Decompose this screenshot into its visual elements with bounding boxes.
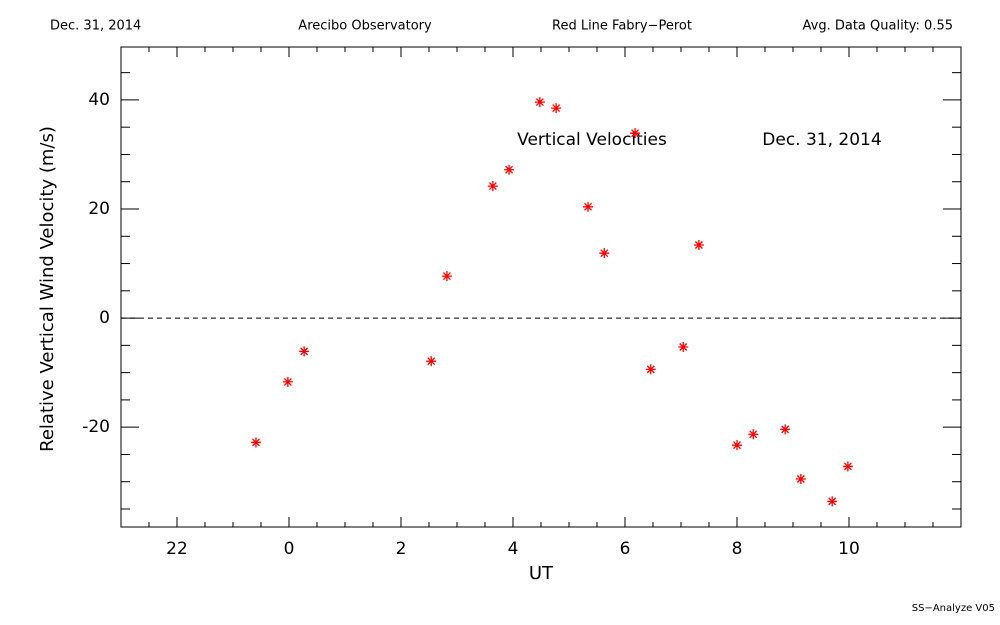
point bbox=[583, 201, 594, 212]
point bbox=[842, 461, 853, 472]
point bbox=[504, 164, 515, 175]
x-tick-label: 10 bbox=[838, 539, 860, 559]
x-tick-label: 22 bbox=[166, 539, 188, 559]
point bbox=[534, 97, 545, 108]
annotation: Dec. 31, 2014 bbox=[762, 130, 881, 150]
point bbox=[441, 271, 452, 282]
point bbox=[732, 440, 742, 451]
point bbox=[780, 424, 791, 435]
x-tick-label: 6 bbox=[620, 539, 631, 559]
point bbox=[551, 103, 562, 114]
point bbox=[250, 437, 261, 448]
y-tick-label: 0 bbox=[99, 308, 110, 328]
point bbox=[748, 429, 759, 440]
point bbox=[693, 240, 704, 250]
point bbox=[426, 356, 437, 367]
header-quality: Avg. Data Quality: 0.55 bbox=[803, 19, 953, 34]
y-axis-label: Relative Vertical Wind Velocity (m/s) bbox=[37, 126, 58, 452]
x-tick-label: 2 bbox=[396, 539, 407, 559]
point bbox=[599, 248, 610, 259]
x-tick-label: 0 bbox=[284, 539, 295, 559]
footer: SS−Analyze V05 bbox=[912, 603, 995, 614]
header-instrument: Red Line Fabry−Perot bbox=[552, 19, 692, 34]
y-tick-label: -20 bbox=[82, 417, 110, 437]
header-site: Arecibo Observatory bbox=[298, 19, 432, 34]
point bbox=[678, 342, 689, 352]
point bbox=[645, 364, 656, 375]
y-tick-label: 40 bbox=[88, 90, 110, 110]
x-axis-label: UT bbox=[529, 563, 554, 584]
point bbox=[630, 128, 641, 139]
point bbox=[487, 181, 498, 192]
point bbox=[282, 376, 293, 387]
point bbox=[795, 474, 806, 484]
header-date: Dec. 31, 2014 bbox=[50, 19, 141, 34]
y-tick-label: 20 bbox=[88, 199, 110, 219]
point bbox=[299, 346, 310, 357]
x-tick-label: 4 bbox=[508, 539, 519, 559]
point bbox=[827, 496, 838, 507]
x-tick-label: 8 bbox=[732, 539, 743, 559]
annotation: Vertical Velocities bbox=[517, 130, 667, 150]
